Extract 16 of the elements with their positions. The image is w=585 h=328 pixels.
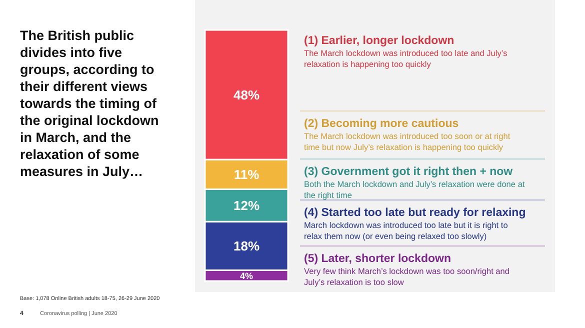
series-label: (3) Government got it right then + now (304, 166, 513, 178)
data-label: 18% (233, 238, 260, 254)
data-label: 48% (233, 87, 260, 102)
text: Both the March lockdown and July’s relaxation were done at the right time (304, 179, 526, 200)
series-label: (5) Later, shorter lockdown (304, 253, 451, 265)
text: (2) Becoming more cautious (304, 118, 459, 130)
chart-title: The British public divides into five groups, according to their different views towards the timing of the original lockdown in March, and the relaxation of some measures in July… (20, 28, 159, 179)
data-label: 4% (240, 270, 254, 281)
series-label: (1) Earlier, longer lockdown (304, 35, 454, 47)
data-label: 11% (234, 166, 260, 182)
text: The March lockdown was introduced too late and July’s relaxation is happening too quickly (304, 48, 508, 69)
series-label: (4) Started too late but ready for relaxing (304, 207, 526, 219)
text: The March lockdown was introduced too soon or at right time but now July’s relaxation is happening too quickly (304, 131, 511, 152)
text: March lockdown was introduced too late but it is right to relax them now (or even being relaxed too slowly) (304, 220, 508, 241)
text: Very few think March’s lockdown was too soon/right and July’s relaxation is too slow (304, 266, 510, 287)
data-label: 12% (233, 198, 260, 213)
